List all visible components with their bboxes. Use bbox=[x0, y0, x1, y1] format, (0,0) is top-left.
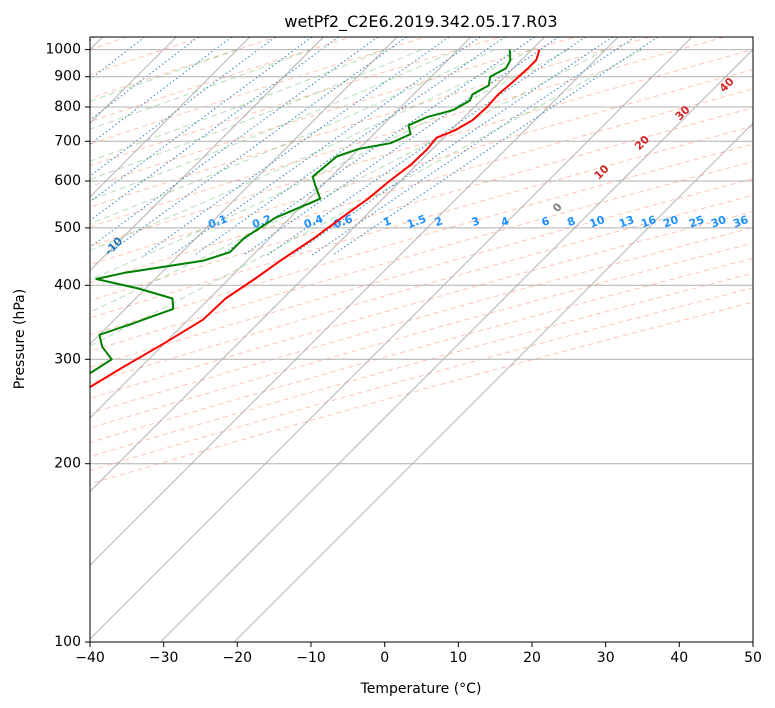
dewpoint-profile bbox=[90, 49, 512, 374]
mixing-ratio-label: 10 bbox=[588, 213, 607, 231]
y-tick-label: 200 bbox=[54, 456, 81, 472]
mixing-ratio-label: 3 bbox=[470, 214, 482, 229]
y-tick-label: 900 bbox=[54, 69, 81, 85]
mixing-ratio-label: 8 bbox=[565, 214, 577, 229]
x-tick-label: 30 bbox=[597, 650, 615, 666]
pressure-grid bbox=[90, 49, 753, 642]
y-tick-label: 1000 bbox=[45, 42, 81, 58]
dry-adiabat bbox=[90, 287, 753, 471]
dry-adiabat bbox=[90, 194, 753, 384]
isotherm bbox=[90, 37, 693, 640]
mixing-ratio-line bbox=[267, 37, 586, 256]
isotherm bbox=[90, 37, 251, 198]
x-tick-label: 0 bbox=[380, 650, 389, 666]
mixing-ratio-line bbox=[90, 37, 276, 177]
mixing-ratio-label: 0.1 bbox=[206, 212, 229, 231]
y-tick-label: 500 bbox=[54, 220, 81, 236]
mixing-ratio-label: 25 bbox=[687, 213, 706, 230]
x-axis-label: Temperature (°C) bbox=[360, 681, 482, 697]
y-tick-label: 800 bbox=[54, 99, 81, 115]
dry-adiabat bbox=[90, 69, 753, 266]
mixing-ratio-line bbox=[90, 37, 232, 146]
mixing-ratio-line bbox=[90, 37, 379, 248]
mixing-ratio-label: 0.4 bbox=[302, 212, 325, 231]
mixing-ratio-label: 0.2 bbox=[251, 212, 274, 231]
dry-adiabat bbox=[90, 37, 727, 228]
mixing-ratio-label: 0.6 bbox=[332, 212, 355, 231]
isotherm bbox=[90, 37, 472, 419]
x-tick-label: −40 bbox=[75, 650, 105, 666]
mixing-ratio-label: 1.5 bbox=[405, 212, 428, 231]
mixing-ratio-line bbox=[332, 37, 659, 256]
dry-adiabat bbox=[90, 301, 753, 485]
mixing-ratio-label: 13 bbox=[617, 213, 636, 230]
mixing-ratio-label: 16 bbox=[639, 213, 658, 231]
dry-adiabat bbox=[90, 37, 577, 188]
profiles bbox=[90, 49, 541, 389]
temperature-profile bbox=[90, 49, 541, 389]
isotherm bbox=[90, 37, 398, 345]
mixing-ratio-line bbox=[194, 37, 506, 256]
mixing-ratio-label: 6 bbox=[540, 214, 552, 229]
mixing-ratio-line bbox=[243, 37, 560, 256]
mixing-ratio-line bbox=[311, 37, 636, 256]
mixing-ratio-label: 36 bbox=[731, 213, 750, 231]
mixing-ratio-line bbox=[172, 37, 481, 256]
y-axis-ticks: 1000 900 800 700 600 500 400 300 200 100 bbox=[45, 42, 90, 650]
x-tick-label: 10 bbox=[449, 650, 467, 666]
isotherm bbox=[90, 37, 619, 566]
dry-adiabat bbox=[90, 226, 753, 414]
moist-adiabat bbox=[90, 49, 385, 162]
dry-adiabat bbox=[90, 49, 753, 247]
mixing-ratio-label: 30 bbox=[709, 213, 728, 231]
mixing-ratio-label: 4 bbox=[499, 214, 511, 229]
y-tick-label: 700 bbox=[54, 133, 81, 149]
mixing-ratio-label: 20 bbox=[661, 213, 680, 231]
isotherm bbox=[90, 37, 325, 272]
dry-adiabat bbox=[90, 257, 753, 443]
x-axis-ticks: −40 −30 −20 −10 0 10 20 30 40 50 bbox=[75, 642, 762, 666]
dry-adiabat bbox=[90, 37, 652, 208]
moist-adiabat bbox=[90, 49, 459, 201]
mixing-ratio-label: 1 bbox=[381, 214, 393, 229]
isotherm bbox=[159, 48, 753, 642]
plot-area bbox=[90, 37, 753, 642]
y-tick-label: 300 bbox=[54, 351, 81, 367]
chart-title: wetPf2_C2E6.2019.342.05.17.R03 bbox=[284, 12, 557, 32]
x-tick-label: −20 bbox=[223, 650, 253, 666]
x-tick-label: 50 bbox=[744, 650, 762, 666]
background-lines bbox=[90, 37, 753, 642]
y-axis-label: Pressure (hPa) bbox=[12, 289, 28, 389]
moist-adiabat bbox=[90, 49, 496, 225]
mixing-ratio-label: 2 bbox=[433, 214, 445, 229]
moist-adiabat bbox=[90, 49, 533, 251]
isotherm bbox=[233, 122, 753, 642]
moist-adiabat bbox=[90, 49, 570, 281]
mixing-ratio-line bbox=[90, 37, 313, 203]
y-tick-label: 600 bbox=[54, 173, 81, 189]
y-tick-label: 400 bbox=[54, 277, 81, 293]
mixing-ratio-line bbox=[90, 37, 339, 222]
x-tick-label: −10 bbox=[296, 650, 326, 666]
y-tick-label: 100 bbox=[54, 634, 81, 650]
x-tick-label: 20 bbox=[523, 650, 541, 666]
mixing-ratio-line bbox=[143, 37, 450, 256]
mixing-ratio-line bbox=[291, 37, 613, 256]
x-tick-label: −30 bbox=[149, 650, 179, 666]
x-tick-label: 40 bbox=[670, 650, 688, 666]
dry-adiabat bbox=[90, 37, 503, 167]
plot-frame bbox=[89, 36, 754, 643]
mixing-ratio-line bbox=[221, 37, 536, 256]
